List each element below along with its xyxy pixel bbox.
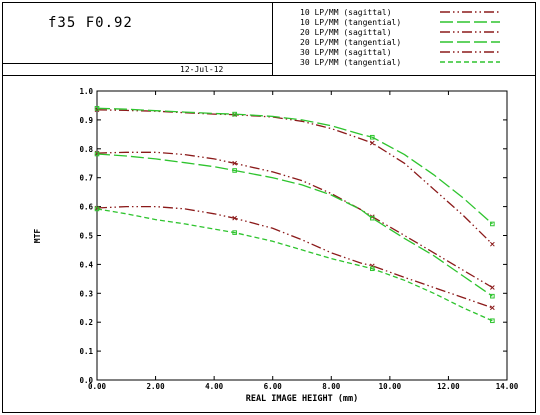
y-tick-label: 0.6 [79,203,93,212]
x-tick-label: 10.00 [379,382,402,391]
data-point [490,305,495,311]
legend-entry-label: 30 LP/MM (tangential) [300,58,401,67]
data-point [232,215,237,221]
legend-entry-label: 20 LP/MM (tangential) [300,38,401,47]
y-tick-label: 0.8 [79,145,93,154]
series-5 [94,205,495,311]
data-point [94,106,100,111]
plot-axes: 0.00 2.00 4.00 6.00 8.00 10.00 12.00 14.00 0.0 0.… [79,87,518,391]
y-tick-label: 0.9 [79,116,93,125]
outer-border [2,2,536,413]
y-tick-label: 0.1 [79,347,93,356]
y-axis-label: MTF [33,229,42,244]
series-line [96,151,493,289]
y-tick-label: 1.0 [79,87,93,96]
x-tick-label: 12.00 [437,382,460,391]
y-tick-label: 0.0 [79,376,93,385]
y-tick-label: 0.4 [79,260,93,269]
series-6 [94,206,495,324]
x-tick-label: 6.00 [264,382,283,391]
series-line [96,205,493,309]
x-tick-label: 4.00 [205,382,224,391]
data-point [94,151,100,157]
lens-title: f35 F0.92 [48,15,133,31]
data-point [232,160,237,166]
x-tick-label: 2.00 [147,382,166,391]
series-3 [94,150,495,290]
data-point [232,111,237,117]
data-point [369,140,375,146]
y-tick-label: 0.5 [79,232,93,241]
series-1 [94,107,495,247]
data-point [490,293,495,299]
series-line [96,109,493,245]
x-axis-label: REAL IMAGE HEIGHT (mm) [246,394,359,404]
legend-entry-label: 10 LP/MM (sagittal) [300,8,392,17]
data-point [490,285,495,290]
series-line [96,107,493,225]
y-tick-label: 0.3 [79,289,93,298]
series-2 [94,106,495,227]
series-4 [94,151,495,299]
x-tick-label: 8.00 [322,382,341,391]
data-point [490,241,495,247]
legend-entry-label: 30 LP/MM (sagittal) [300,48,392,57]
data-point [490,318,495,324]
series-line [96,208,493,322]
x-tick-label: 0.00 [88,382,107,391]
data-point [490,221,495,227]
data-point [369,215,375,221]
data-point [369,134,375,140]
data-point [94,206,100,212]
legend-entry-label: 20 LP/MM (sagittal) [300,28,392,37]
x-tick-label: 14.00 [496,382,519,391]
y-tick-label: 0.7 [79,174,93,183]
data-point [232,230,237,235]
data-point [232,168,237,173]
y-tick-label: 0.2 [79,318,93,327]
series-line [96,153,493,297]
chart-date: 12-Jul-12 [180,65,224,74]
data-point [369,266,375,272]
plot-border [96,90,508,381]
series-layer [94,106,495,324]
legend: 10 LP/MM (sagittal)10 LP/MM (tangential)… [300,8,500,67]
legend-entry-label: 10 LP/MM (tangential) [300,18,401,27]
